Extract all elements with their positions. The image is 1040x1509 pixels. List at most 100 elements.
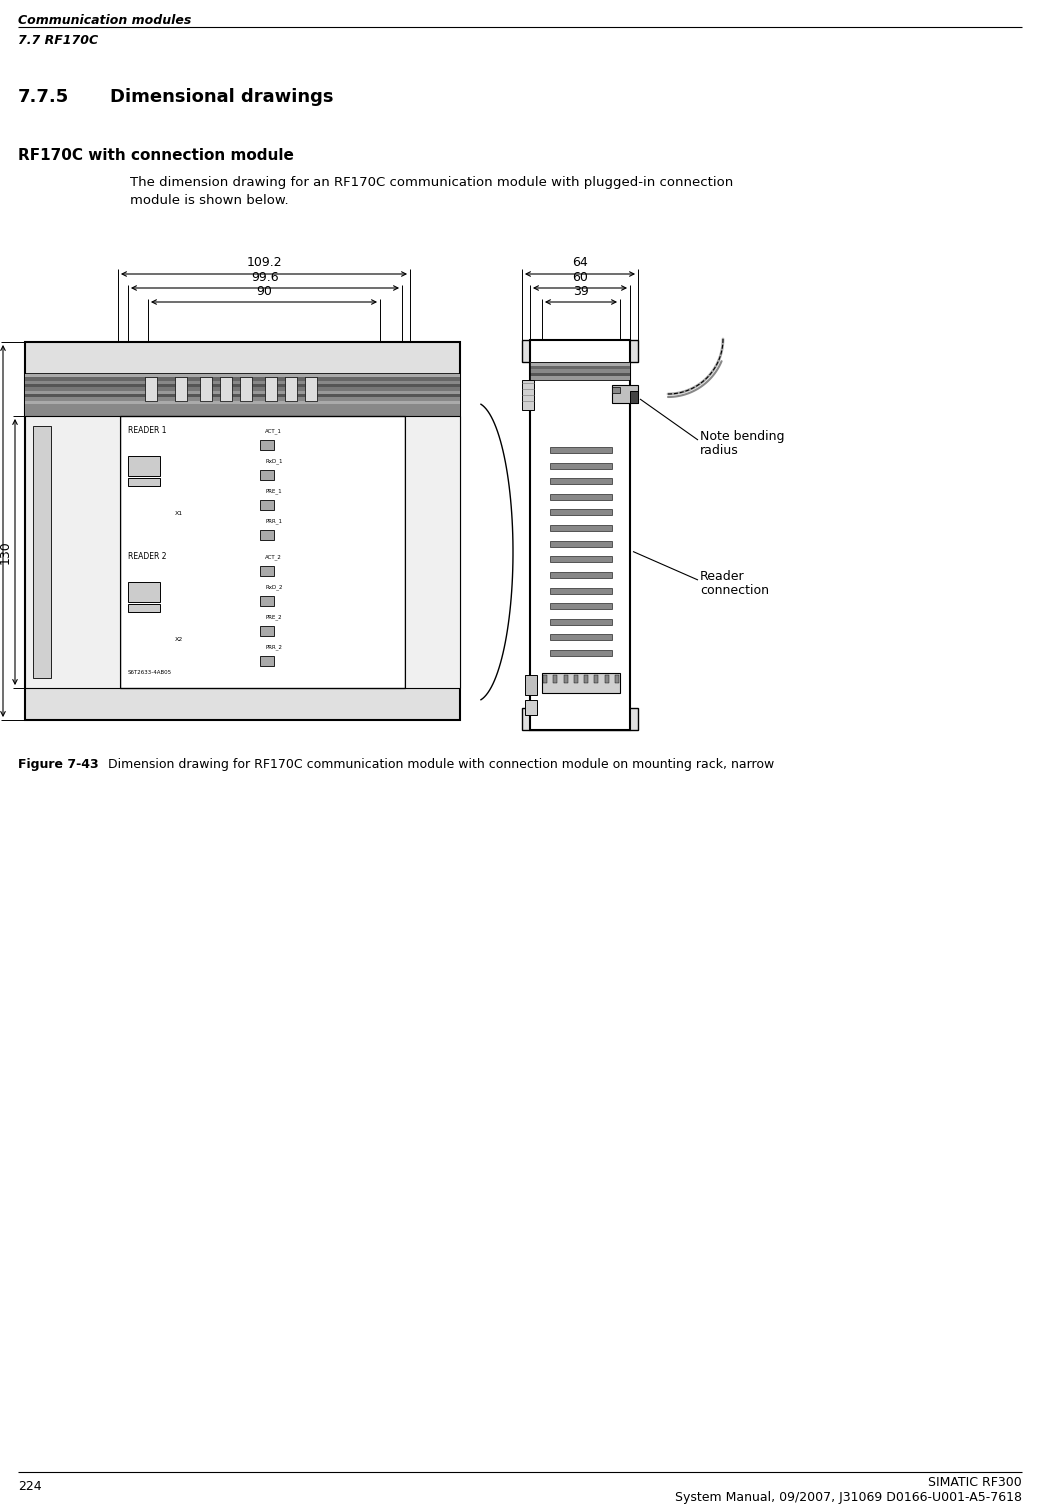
Bar — [584, 675, 589, 684]
Bar — [120, 416, 405, 688]
Text: RxD_1: RxD_1 — [265, 459, 283, 463]
Circle shape — [170, 605, 175, 610]
Bar — [145, 377, 157, 401]
Text: 7.7 RF170C: 7.7 RF170C — [18, 35, 98, 47]
FancyBboxPatch shape — [537, 430, 625, 673]
Circle shape — [182, 604, 188, 610]
Circle shape — [191, 487, 197, 493]
Bar — [612, 385, 638, 403]
Circle shape — [182, 592, 187, 596]
Text: 224: 224 — [18, 1480, 42, 1492]
Bar — [612, 386, 620, 392]
Bar — [25, 416, 120, 688]
Bar — [25, 380, 460, 383]
Text: Reader: Reader — [700, 570, 745, 582]
Bar — [25, 388, 460, 391]
Circle shape — [182, 465, 187, 471]
Text: ACT_1: ACT_1 — [265, 429, 282, 433]
Text: module is shown below.: module is shown below. — [130, 195, 289, 207]
Bar — [630, 391, 638, 403]
Bar — [260, 469, 274, 480]
Bar — [550, 619, 612, 625]
Bar — [530, 362, 630, 380]
Bar — [25, 383, 460, 388]
Bar — [128, 456, 160, 475]
Bar — [25, 343, 460, 720]
Bar — [405, 416, 460, 688]
Text: 109.2: 109.2 — [246, 257, 282, 269]
Bar — [550, 650, 612, 656]
Bar — [200, 377, 212, 401]
Bar — [550, 634, 612, 640]
Bar — [128, 604, 160, 613]
Bar — [550, 478, 612, 484]
Text: PRE_1: PRE_1 — [265, 487, 282, 493]
Bar — [530, 376, 630, 380]
Text: X2: X2 — [175, 637, 183, 641]
Circle shape — [196, 605, 201, 610]
Bar — [564, 675, 568, 684]
Text: PRE_2: PRE_2 — [265, 614, 282, 620]
Bar — [550, 493, 612, 499]
Bar — [550, 540, 612, 546]
Bar — [260, 441, 274, 450]
Bar — [530, 362, 630, 365]
Bar — [530, 365, 630, 370]
Bar — [260, 656, 274, 665]
Circle shape — [191, 469, 197, 474]
Bar — [128, 478, 160, 486]
Bar — [25, 404, 460, 416]
Ellipse shape — [354, 691, 390, 717]
Text: Dimension drawing for RF170C communication module with connection module on moun: Dimension drawing for RF170C communicati… — [108, 758, 774, 771]
Text: connection: connection — [700, 584, 769, 598]
Circle shape — [191, 614, 197, 619]
Bar — [550, 447, 612, 453]
Bar — [265, 377, 277, 401]
Ellipse shape — [72, 346, 108, 371]
Bar — [553, 675, 557, 684]
Bar — [530, 340, 630, 730]
Circle shape — [165, 587, 205, 628]
Text: 60: 60 — [572, 272, 588, 284]
Bar — [525, 675, 537, 696]
Bar — [525, 700, 537, 715]
Bar — [305, 377, 317, 401]
Bar — [550, 587, 612, 593]
Bar — [25, 374, 460, 377]
Text: radius: radius — [700, 444, 738, 457]
Text: Figure 7-43: Figure 7-43 — [18, 758, 99, 771]
Text: The dimension drawing for an RF170C communication module with plugged-in connect: The dimension drawing for an RF170C comm… — [130, 177, 733, 189]
Bar — [175, 377, 187, 401]
Bar — [550, 463, 612, 469]
Circle shape — [165, 462, 205, 501]
Ellipse shape — [354, 346, 390, 371]
Bar — [25, 401, 460, 404]
Circle shape — [174, 469, 178, 474]
Bar — [285, 377, 297, 401]
Text: X1: X1 — [175, 512, 183, 516]
Bar — [260, 596, 274, 607]
Text: System Manual, 09/2007, J31069 D0166-U001-A5-7618: System Manual, 09/2007, J31069 D0166-U00… — [675, 1491, 1022, 1504]
Bar — [530, 370, 630, 373]
Bar — [220, 377, 232, 401]
Text: 7.7.5: 7.7.5 — [18, 88, 70, 106]
Text: S6T2633-4AB05: S6T2633-4AB05 — [128, 670, 173, 675]
Text: READER 2: READER 2 — [128, 552, 166, 561]
Text: 130: 130 — [0, 540, 12, 564]
Bar — [550, 557, 612, 563]
Text: Communication modules: Communication modules — [18, 14, 191, 27]
Circle shape — [182, 492, 187, 496]
Bar — [260, 530, 274, 540]
Bar — [25, 391, 460, 394]
Bar — [260, 626, 274, 635]
Bar — [25, 377, 460, 380]
Bar — [522, 340, 638, 362]
Bar — [240, 377, 252, 401]
Circle shape — [157, 579, 213, 635]
Text: RxD_2: RxD_2 — [265, 584, 283, 590]
Text: 39: 39 — [573, 285, 589, 297]
Circle shape — [191, 596, 197, 601]
Text: ACT_2: ACT_2 — [265, 554, 282, 560]
Bar — [25, 397, 460, 401]
Bar — [25, 688, 460, 720]
